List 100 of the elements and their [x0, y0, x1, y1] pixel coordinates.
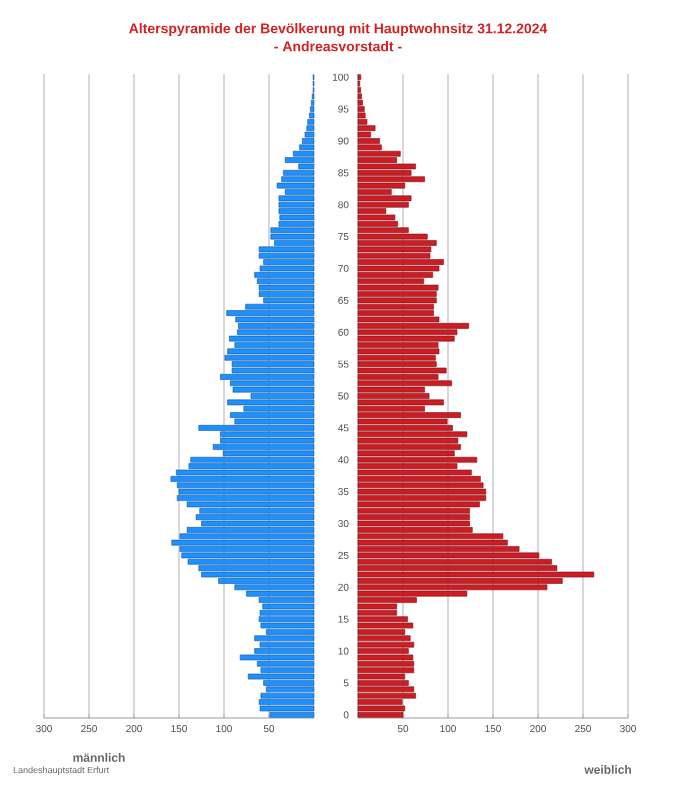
bar — [258, 252, 315, 259]
bar — [262, 603, 315, 610]
bar — [357, 705, 406, 712]
bar — [357, 354, 436, 361]
bar — [299, 144, 315, 151]
bar — [357, 112, 366, 119]
bar — [276, 182, 315, 189]
bar — [176, 495, 315, 501]
bar — [258, 291, 315, 297]
bar — [293, 150, 315, 157]
bar — [357, 711, 404, 718]
bar — [226, 310, 315, 316]
bar — [227, 399, 315, 406]
bar — [357, 195, 412, 202]
bar — [357, 138, 380, 144]
bar — [281, 176, 315, 183]
bar — [357, 125, 376, 132]
bar — [357, 495, 487, 501]
bar — [357, 482, 484, 489]
bar — [259, 609, 315, 616]
bar — [357, 303, 434, 310]
bar — [220, 437, 315, 444]
bar — [357, 323, 469, 329]
bar — [232, 386, 315, 393]
bar — [229, 335, 315, 342]
bar — [259, 641, 315, 648]
bar — [176, 482, 315, 489]
bar — [270, 233, 315, 240]
bar — [254, 272, 315, 278]
bar — [284, 157, 315, 163]
bar — [186, 527, 315, 533]
bar — [239, 654, 315, 661]
bar — [279, 214, 315, 221]
bar — [357, 444, 461, 450]
bar — [270, 227, 315, 234]
bar — [357, 456, 478, 463]
bar — [357, 163, 416, 170]
bar — [357, 214, 396, 221]
bar — [178, 488, 315, 495]
bar — [357, 272, 433, 278]
bar — [357, 265, 440, 272]
bar — [278, 195, 315, 202]
bar — [357, 667, 415, 674]
bar — [220, 374, 315, 380]
bar — [179, 533, 315, 540]
bar — [357, 106, 365, 112]
bar — [187, 558, 315, 565]
bar — [259, 705, 315, 712]
bar — [357, 310, 434, 316]
bar — [357, 654, 414, 661]
bar — [227, 348, 315, 355]
bar — [234, 342, 315, 348]
bar — [357, 571, 595, 578]
bar — [304, 131, 315, 138]
bar — [260, 622, 315, 629]
bar — [357, 201, 409, 208]
bar — [307, 118, 315, 125]
bar — [306, 125, 315, 132]
bar — [357, 99, 363, 106]
bar — [357, 488, 487, 495]
bar — [238, 323, 315, 329]
bar — [278, 201, 315, 208]
bar — [357, 533, 504, 540]
bar — [357, 501, 480, 508]
bar — [257, 278, 315, 285]
bar — [179, 546, 315, 552]
bar — [357, 622, 414, 629]
bar — [176, 469, 315, 476]
bar — [266, 686, 315, 693]
bar — [357, 629, 406, 635]
bar — [357, 150, 401, 157]
bar — [258, 284, 315, 291]
bar — [190, 456, 315, 463]
bar — [357, 240, 437, 246]
bar — [357, 118, 368, 125]
bar — [357, 673, 406, 680]
bar — [357, 686, 415, 693]
bar — [170, 476, 315, 482]
bar — [357, 520, 470, 527]
bar — [357, 176, 425, 183]
bar — [357, 367, 447, 374]
bar — [357, 412, 461, 418]
bar — [231, 361, 315, 367]
bar — [302, 138, 315, 144]
bar — [357, 291, 437, 297]
bar — [357, 335, 455, 342]
bar — [259, 265, 315, 272]
bar — [357, 259, 444, 265]
bar — [198, 425, 315, 431]
bar — [258, 616, 315, 623]
bar — [263, 259, 315, 265]
bar — [260, 692, 315, 699]
bar — [357, 680, 409, 686]
bar — [212, 444, 315, 450]
bar — [201, 571, 315, 578]
bar — [357, 514, 470, 520]
bar — [171, 539, 315, 546]
bar — [254, 635, 315, 642]
bar — [357, 692, 416, 699]
bar — [357, 616, 408, 623]
